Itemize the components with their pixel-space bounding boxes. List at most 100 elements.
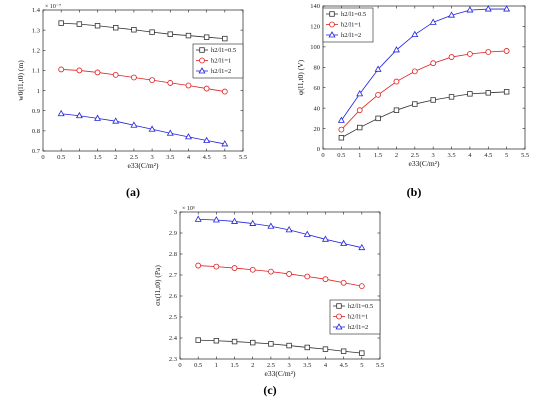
data-point [149,77,155,83]
data-point [231,338,238,345]
data-point [112,71,119,78]
chart-panel-2: 0 0.5 1 1.5 2 2.5 3 3.5 4 4.5 5 5.5 0 20 40 60 80 100 120 1… [296,3,529,199]
y-tick-label: 60 [314,85,321,92]
y-tick-label: 2.3 [169,356,177,363]
y-tick-label: 2.7 [169,272,178,279]
data-point [503,48,510,54]
series-line [198,339,362,354]
x-tick-label: 2 [395,152,398,159]
data-point [94,23,101,29]
legend-marker [199,47,205,53]
data-point [430,97,436,103]
y-axis-label: w0(l1,t0) (m) [16,60,25,101]
x-tick-label: 2.5 [411,152,419,159]
y-tick-label: 0.7 [32,148,41,155]
x-tick-label: 5 [223,154,226,161]
series-line [341,91,507,139]
data-point [94,114,102,121]
data-point [430,60,437,67]
x-tick-label: 0 [41,154,44,161]
data-point [267,222,275,229]
data-point [411,68,418,75]
x-tick-label: 0 [321,152,324,159]
x-tick-label: 3 [432,152,435,159]
legend-marker [199,57,205,64]
legend-entry: h2/l1=1 [348,314,368,321]
data-point [393,78,400,85]
data-point [338,126,345,133]
x-tick-label: 4 [324,362,328,369]
data-point [357,124,363,131]
data-point [231,217,239,224]
plot-frame [322,5,526,150]
plot-frame [42,9,244,152]
y-tick-label: 2.8 [169,251,177,258]
data-point [429,18,437,25]
x-tick-label: 5.5 [239,154,247,161]
y-tick-label: 1.2 [32,47,40,54]
x-tick-label: 3.5 [166,154,174,161]
data-point [321,235,329,242]
data-point [112,117,120,124]
data-point [167,31,173,37]
series-2 [338,48,510,133]
series-2 [58,66,228,95]
x-tick-label: 1 [215,362,218,369]
data-point [76,21,83,27]
x-tick-label: 5 [360,362,363,369]
data-point [303,230,311,237]
y-axis-label: φ(l1,t0) (V) [296,59,305,95]
data-point [286,342,292,349]
y-multiplier: × 10⁻⁷ [45,4,61,10]
series-3 [337,5,511,123]
data-point [221,88,228,95]
data-point [411,30,419,37]
series-line [198,265,362,287]
y-tick-label: 1.4 [32,7,41,14]
data-point [131,74,137,81]
series-3 [57,109,229,147]
x-tick-label: 0.5 [194,362,202,369]
series-line [61,69,225,92]
data-point [448,54,455,60]
data-point [484,5,492,12]
data-point [448,11,456,18]
series-line [341,50,507,130]
x-tick-label: 0.5 [337,152,345,159]
data-point [503,89,510,95]
y-tick-label: 140 [310,3,320,10]
data-point [485,90,491,96]
data-point [358,243,366,251]
x-tick-label: 1 [78,154,81,161]
data-point [467,91,473,97]
data-point [148,125,156,132]
y-axis-label: σx(l1,t0) (Pa) [153,265,162,306]
data-point [359,350,365,356]
y-multiplier: × 10⁵ [182,206,195,212]
y-tick-label: 0 [317,146,320,153]
data-point [57,109,65,117]
data-point [268,268,274,275]
x-tick-label: 4 [187,154,191,161]
data-point [203,34,210,40]
series-line [341,8,507,121]
data-point [167,80,174,86]
legend: h2/l1=0.5 h2/l1=1 h2/l1=2 [192,43,244,79]
x-tick-label: 5.5 [376,362,384,369]
data-point [195,337,201,343]
y-tick-label: 2.5 [169,314,177,321]
chart-panel-1: 0 0.5 1 1.5 2 2.5 3 3.5 4 4.5 5 5.5 0.7 0.8 0.9 1 1.1 1.2… [16,4,247,199]
data-point [58,66,65,73]
y-tick-label: 1.1 [32,68,40,75]
data-point [503,5,511,12]
x-tick-label: 2 [114,154,117,161]
panel-label: (a) [126,185,140,199]
legend-entry: h2/l1=2 [341,32,361,39]
legend-marker [336,303,342,309]
legend-entry: h2/l1=2 [348,324,368,331]
data-point [322,276,329,283]
x-axis-label: e33(C/m²) [409,159,440,168]
series-2 [195,262,365,290]
x-tick-label: 1.5 [374,152,382,159]
y-tick-label: 1 [37,88,40,95]
